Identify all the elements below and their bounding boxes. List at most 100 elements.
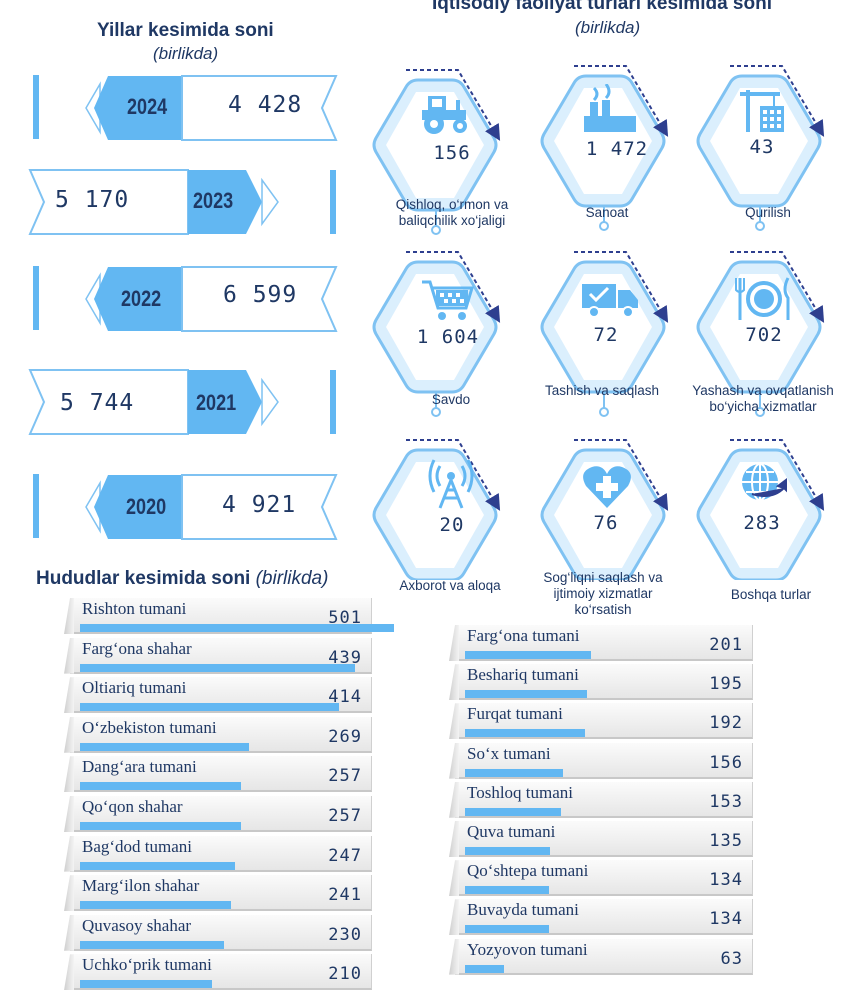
activity-label-accommodation: Yashash va ovqatlanish bo‘yicha xizmatla… [692,383,834,414]
region-row-fold [64,796,74,832]
region-name: Farg‘ona shahar [82,638,192,658]
region-value: 414 [328,687,362,708]
region-value: 257 [328,806,362,826]
region-row-fold [64,716,74,753]
region-value: 134 [709,870,743,891]
activity-value-trade: 1 604 [416,326,480,348]
region-value: 269 [328,726,362,747]
region-row: Furqat tumani 192 [449,703,753,740]
region-name: Uchko‘prik tumani [82,955,212,975]
region-bar [465,807,561,816]
region-row-background [455,625,753,661]
region-bar [80,624,394,632]
year-ribbon-2023 [28,169,336,235]
activity-label-agriculture: Qishloq, o‘rmon va baliqchilik xo‘jaligi [395,197,509,228]
activity-value-accommodation: 702 [745,324,783,346]
region-row: Uchko‘prik tumani 210 [64,954,372,991]
region-value: 501 [328,608,362,628]
year-value-2021: 5 744 [60,390,135,416]
region-name: Yozyovon tumani [467,939,588,959]
region-row: Farg‘ona tumani 201 [449,625,753,661]
region-row-fold [449,664,459,701]
region-name: Rishton tumani [82,599,187,618]
activity-label-trade: Savdo [431,392,471,407]
year-label-2020: 2020 [126,494,167,519]
years-unit: (birlikda) [153,44,219,63]
year-label-2022: 2022 [121,286,162,311]
region-name: Bag‘dod tumani [82,836,193,856]
region-name: Quvasoy shahar [82,915,192,935]
year-label-2021: 2021 [196,390,237,415]
region-value: 134 [709,909,743,930]
region-row: Marg‘ilon shahar 241 [64,875,372,912]
years-title: Yillar kesimida soni [97,20,274,41]
region-row-fold [64,677,74,714]
region-row: O‘zbekiston tumani 269 [64,716,372,753]
region-name: Buvayda tumani [467,900,579,920]
health-heart-icon [583,466,631,508]
region-value: 153 [709,791,743,812]
year-ribbon-2024 [33,75,338,141]
region-row: Bag‘dod tumani 247 [64,835,372,872]
region-row-fold [64,835,74,872]
region-row: Farg‘ona shahar 439 [64,637,372,674]
region-row: So‘x tumani 156 [449,742,753,779]
region-name: So‘x tumani [467,743,551,763]
crane-building-icon [740,90,784,132]
year-value-2022: 6 599 [223,282,298,308]
region-row-fold [64,954,74,991]
region-value: 257 [328,766,362,787]
activity-label-transport: Tashish va saqlash [544,383,660,398]
region-row-fold [449,821,459,857]
activity-label-ict: Axborot va aloqa [399,578,501,593]
region-name: Oltiariq tumani [82,678,187,698]
year-ribbon-2022 [33,266,338,332]
region-bar [80,940,224,949]
activity-value-construction: 43 [749,136,775,158]
activity-value-industry: 1 472 [585,138,649,160]
year-value-2024: 4 428 [228,92,303,118]
region-value: 201 [709,635,743,655]
region-bar [465,768,563,777]
activity-label-health: Sog‘liqni saqlash va ijtimoiy xizmatlar … [543,570,663,617]
region-row-fold [449,703,459,740]
regions-title: Hududlar kesimida soni [36,568,251,589]
year-ribbon-2020 [33,474,338,540]
region-row-fold [64,637,74,674]
region-bar [465,651,591,659]
year-value-2020: 4 921 [222,492,297,518]
region-bar [80,861,235,870]
region-row-fold [449,938,459,975]
region-row-fold [449,742,459,779]
region-value: 210 [328,964,362,985]
region-row: Quva tumani 135 [449,821,753,857]
tractor-icon [422,96,467,134]
region-bar [80,663,355,672]
region-bar [465,690,587,699]
region-bar [465,847,550,855]
plate-cutlery-icon [735,277,790,320]
region-name: Dang‘ara tumani [82,757,197,777]
year-value-2023: 5 170 [55,187,130,213]
year-ribbon-2021 [28,369,336,435]
region-name: Beshariq tumani [467,665,579,685]
region-bar [465,925,549,934]
region-row: Dang‘ara tumani 257 [64,756,372,793]
region-name: Quva tumani [467,822,556,841]
region-row-fold [449,899,459,936]
activity-label-other: Boshqa turlar [730,587,812,602]
region-value: 195 [709,674,743,695]
region-name: Qo‘shtepa tumani [467,861,589,881]
region-bar [80,742,249,751]
activity-value-agriculture: 156 [433,142,471,164]
region-row-fold [449,860,459,897]
region-value: 135 [709,831,743,851]
years-ribbons [28,75,338,540]
region-value: 230 [328,924,362,945]
activity-label-industry: Sanoat [585,205,629,220]
region-row-fold [64,875,74,912]
activity-value-other: 283 [743,512,781,534]
region-bar [80,782,241,791]
region-bar [465,886,549,895]
region-bar [80,822,241,830]
